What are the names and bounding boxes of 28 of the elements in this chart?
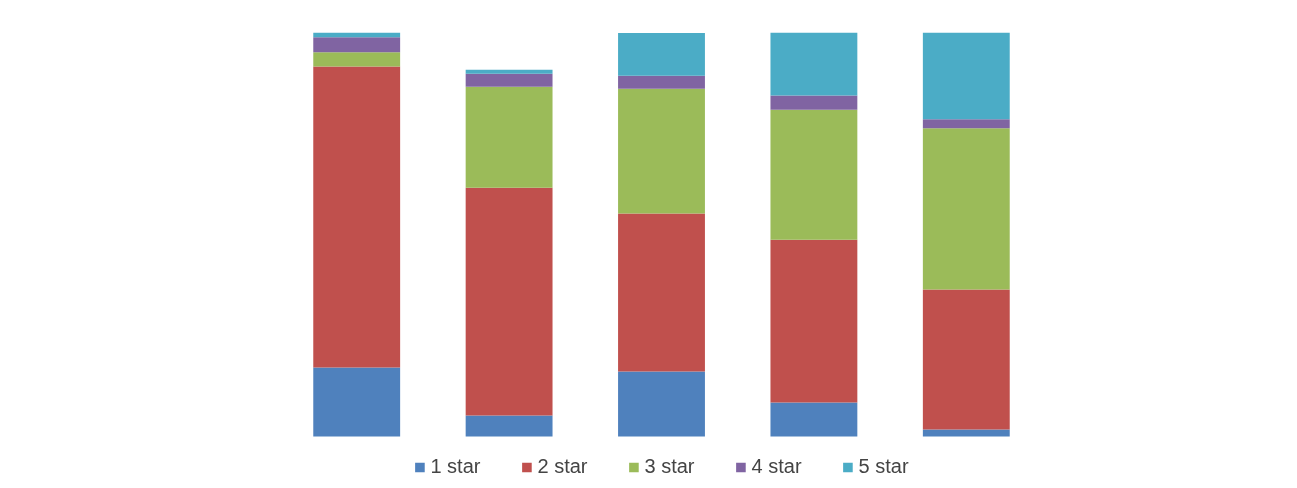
bar <box>618 213 705 372</box>
bar <box>465 73 553 87</box>
bar <box>770 32 858 96</box>
legend-label: 4 star <box>751 455 802 478</box>
bar <box>770 109 858 240</box>
bar <box>922 32 1010 120</box>
bar <box>618 371 705 437</box>
legend-label: 1 star <box>430 455 481 478</box>
bar <box>922 128 1010 290</box>
bar <box>922 289 1010 430</box>
legend-label: 2 star <box>537 455 588 478</box>
bar <box>922 119 1010 129</box>
bar <box>313 367 401 437</box>
bar <box>465 415 553 437</box>
bar <box>770 95 858 110</box>
legend-label: 3 star <box>644 455 695 478</box>
legend-label: 5 star <box>858 455 909 478</box>
bar <box>618 75 705 89</box>
bar <box>465 69 553 74</box>
bar <box>618 88 705 214</box>
bar <box>465 86 553 188</box>
bar <box>618 32 705 76</box>
bar <box>770 239 858 403</box>
bar <box>313 37 401 53</box>
bar <box>313 66 401 368</box>
bar <box>465 187 553 416</box>
bar <box>313 52 401 67</box>
bar <box>770 402 858 437</box>
